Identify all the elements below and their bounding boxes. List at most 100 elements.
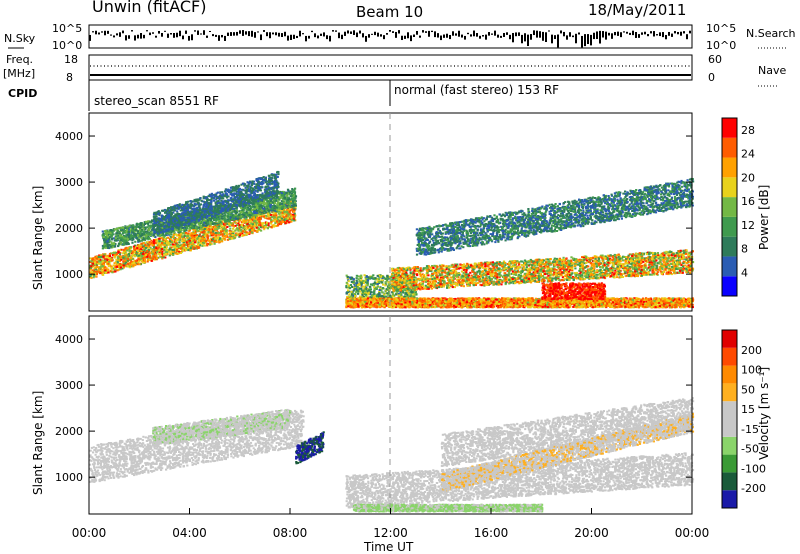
heatmap-cell: [181, 244, 183, 246]
heatmap-cell: [183, 238, 185, 240]
nave-tick-high: 60: [708, 53, 722, 66]
heatmap-cell: [133, 246, 135, 248]
heatmap-cell: [286, 220, 288, 222]
heatmap-cell: [232, 228, 234, 230]
heatmap-cell: [177, 244, 179, 246]
heatmap-cell: [168, 244, 170, 246]
heatmap-cell: [278, 211, 280, 213]
heatmap-cell: [108, 261, 110, 263]
freq-unit: [MHz]: [3, 67, 35, 80]
heatmap-cell: [201, 240, 203, 242]
heatmap-cell: [140, 252, 142, 254]
date-title: 18/May/2011: [588, 1, 686, 19]
heatmap-cell: [213, 241, 215, 243]
heatmap-cell: [143, 242, 145, 244]
heatmap-cell: [240, 229, 242, 231]
heatmap-cell: [130, 257, 132, 259]
heatmap-cell: [101, 269, 103, 271]
heatmap-cell: [274, 222, 276, 224]
heatmap-cell: [110, 267, 112, 269]
heatmap-cell: [270, 214, 272, 216]
heatmap-cell: [198, 240, 200, 242]
nsky-tick-low: 10^0: [52, 39, 82, 52]
nave-label: Nave: [758, 64, 786, 77]
heatmap-cell: [150, 249, 152, 251]
station-title: Unwin (fitACF): [92, 0, 206, 16]
heatmap-cell: [138, 263, 140, 265]
heatmap-cell: [127, 260, 129, 262]
nsky-label: N.Sky: [4, 32, 36, 45]
heatmap-cell: [103, 254, 105, 256]
heatmap-cell: [123, 249, 125, 251]
cpid-segment-1-label: stereo_scan 8551 RF: [94, 94, 219, 108]
heatmap-cell: [226, 226, 228, 228]
heatmap-cell: [215, 235, 217, 237]
heatmap-cell: [293, 220, 295, 222]
nsky-tick-high-right: 10^5: [706, 22, 736, 35]
heatmap-cell: [116, 253, 118, 255]
heatmap-cell: [130, 261, 132, 263]
heatmap-cell: [201, 245, 203, 247]
heatmap-cell: [288, 214, 290, 216]
heatmap-cell: [285, 222, 287, 224]
heatmap-cell: [164, 246, 166, 248]
heatmap-cell: [197, 244, 199, 246]
heatmap-cell: [163, 249, 165, 251]
nsky-tick-low-right: 10^0: [706, 39, 736, 52]
heatmap-cell: [175, 240, 177, 242]
heatmap-cell: [102, 274, 104, 276]
heatmap-cell: [180, 252, 182, 254]
heatmap-cell: [145, 254, 147, 256]
nsky-panel-frame: [89, 25, 692, 48]
freq-panel-frame: [89, 55, 692, 80]
heatmap-cell: [270, 223, 272, 225]
heatmap-cell: [104, 269, 106, 271]
nsearch-label: N.Search: [746, 27, 796, 40]
power-heatmap-cells: [89, 171, 694, 309]
heatmap-cell: [204, 235, 206, 237]
heatmap-cell: [279, 216, 281, 218]
beam-title: Beam 10: [356, 3, 423, 21]
heatmap-cell: [107, 255, 109, 257]
heatmap-cell: [229, 238, 231, 240]
heatmap-cell: [253, 220, 255, 222]
heatmap-cell: [288, 221, 290, 223]
heatmap-cell: [275, 214, 277, 216]
heatmap-cell: [158, 238, 160, 240]
heatmap-cell: [223, 236, 225, 238]
heatmap-cell: [277, 219, 279, 221]
heatmap-cell: [118, 269, 120, 271]
heatmap-cell: [289, 211, 291, 213]
freq-label: Freq.: [6, 53, 33, 66]
heatmap-cell: [203, 233, 205, 235]
heatmap-cell: [111, 269, 113, 271]
freq-tick-high: 18: [64, 53, 78, 66]
heatmap-cell: [125, 262, 127, 264]
heatmap-cell: [172, 254, 174, 256]
heatmap-cell: [209, 244, 211, 246]
nsky-trace: [90, 30, 690, 47]
heatmap-cell: [258, 218, 260, 220]
heatmap-cell: [221, 238, 223, 240]
heatmap-cell: [234, 237, 236, 239]
heatmap-cell: [260, 230, 262, 232]
heatmap-cell: [270, 219, 272, 221]
heatmap-cell: [187, 247, 189, 249]
heatmap-cell: [114, 262, 116, 264]
heatmap-cell: [207, 231, 209, 233]
heatmap-cell: [90, 277, 92, 279]
heatmap-cell: [224, 239, 226, 241]
heatmap-cell: [109, 255, 111, 257]
heatmap-cell: [178, 241, 180, 243]
heatmap-cell: [251, 232, 253, 234]
heatmap-cell: [203, 242, 205, 244]
heatmap-cell: [108, 265, 110, 267]
summary-plot: Unwin (fitACF) Beam 10 18/May/2011 N.Sky…: [0, 0, 800, 554]
freq-tick-low: 8: [66, 71, 73, 84]
cpid-segment-2-label: normal (fast stereo) 153 RF: [394, 83, 559, 97]
heatmap-cell: [282, 221, 284, 223]
heatmap-cell: [229, 235, 231, 237]
heatmap-cell: [144, 257, 146, 259]
heatmap-cell: [229, 231, 231, 233]
heatmap-cell: [215, 232, 217, 234]
